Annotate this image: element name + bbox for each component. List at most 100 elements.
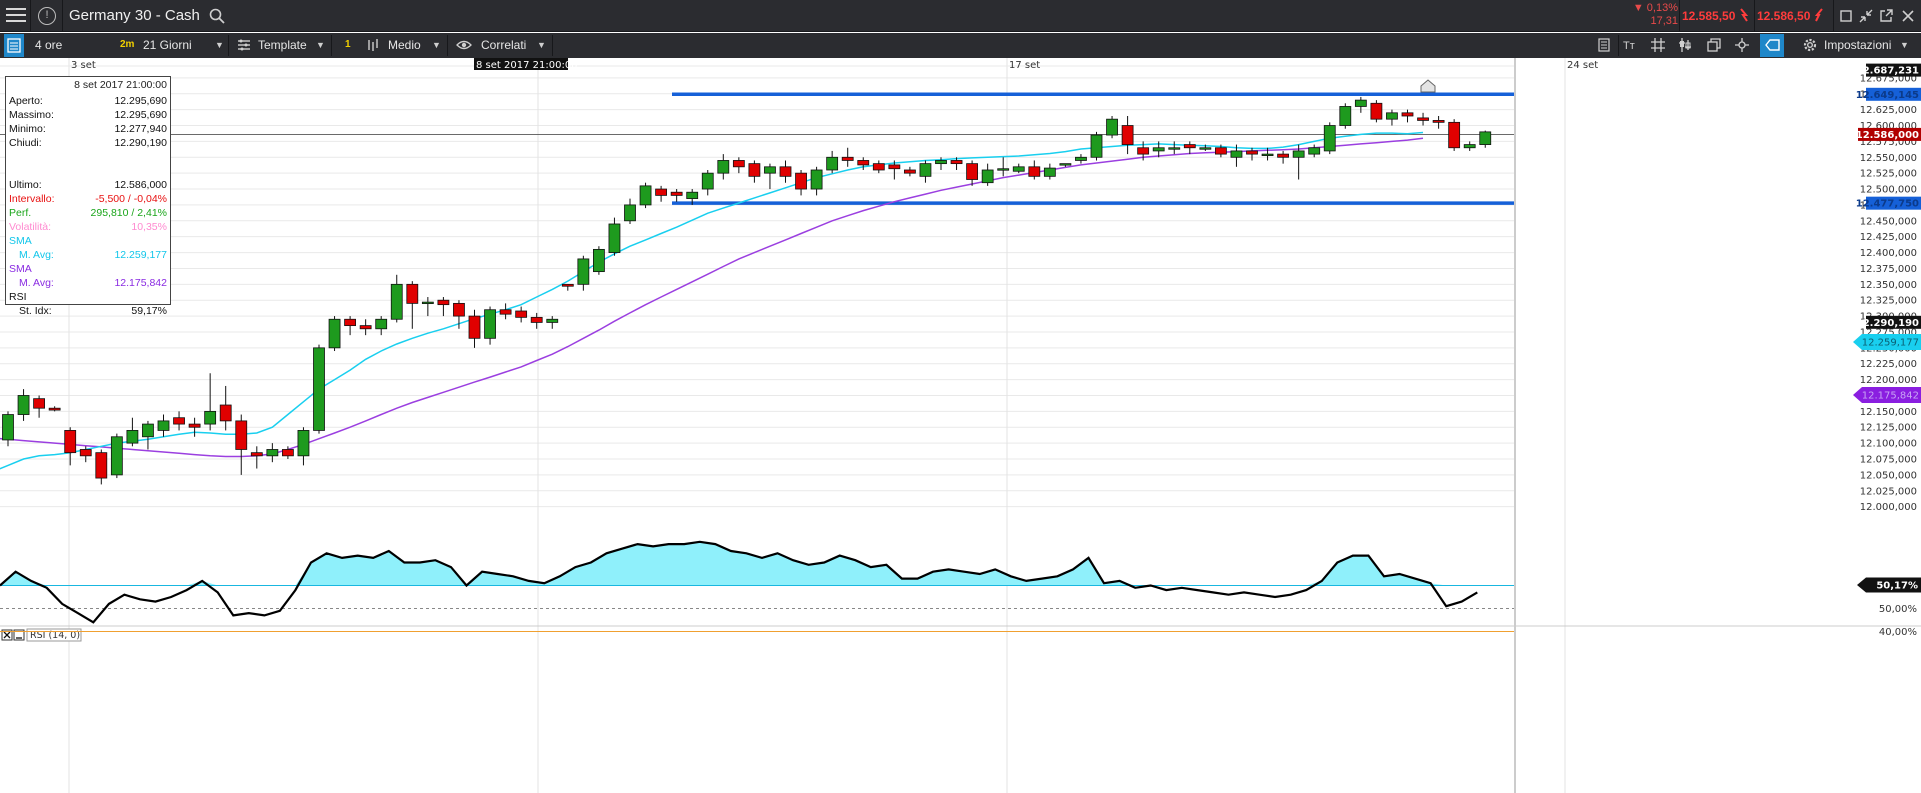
candle-body [188,423,201,428]
data-window[interactable]: 8 set 2017 21:00:00 Aperto: 12.295,690 Mas… [5,76,171,317]
timeframe-select[interactable]: 4 ore [35,38,63,52]
candle [1246,147,1258,161]
candle [530,312,543,329]
candle-body [779,166,792,177]
candle-body [608,223,621,253]
data-window-key: St. Idx: [19,305,52,317]
candle [779,160,792,183]
candle [1152,141,1165,158]
data-window-key: M. Avg: [19,277,54,289]
instrument-title[interactable]: Germany 30 - Cash [69,7,200,24]
gear-icon[interactable] [1802,37,1818,53]
price-tick-label: 12.525,000 [1860,169,1917,180]
minimize-icon[interactable] [1838,8,1854,24]
date-label: 24 set [1567,60,1598,71]
layers-icon[interactable] [1706,37,1722,53]
price-badge-top: 12.687,231 [1856,66,1919,77]
range-select[interactable]: 21 Giorni [143,38,192,52]
drawing-tool-button[interactable] [1760,34,1784,57]
medio-button[interactable]: Medio [388,38,421,52]
price-badge-support: 12.477,750 [1856,199,1919,210]
buy-price-button[interactable]: 12.586,50 [1754,0,1832,32]
sma-slow-line [0,137,1424,458]
candle [624,198,636,224]
candle-body [748,163,761,177]
hamburger-menu-icon[interactable] [6,8,26,24]
chevron-down-icon[interactable]: ▼ [316,40,325,50]
candle-body [764,166,776,174]
candle [484,306,496,345]
candle [1354,96,1367,113]
data-window-row: M. Avg: 12.175,842 [9,277,167,290]
pop-out-icon[interactable] [1878,8,1894,24]
candle [1043,163,1056,180]
candle [266,443,279,463]
candle [188,417,201,437]
candle [1090,131,1103,161]
chart-menu-button[interactable] [4,34,24,57]
candle [390,274,403,323]
candle-body [841,156,854,161]
settings-button[interactable]: Impostazioni [1824,38,1892,52]
info-icon[interactable]: ! [38,7,56,25]
candle-body [997,168,1010,171]
horizontal-levels[interactable] [0,79,1514,205]
chevron-down-icon[interactable]: ▼ [1900,40,1909,50]
candle [888,160,901,180]
price-badge-resistance-bg [1866,87,1921,101]
price-chart[interactable]: 3 set 8 set 2017 21:00:00 17 set 24 set 12.… [0,58,1921,793]
candle-body [1012,166,1025,172]
candle [841,147,854,167]
price-tick-label: 12.375,000 [1860,264,1917,275]
list-icon[interactable] [1596,37,1612,53]
candles-icon[interactable] [1678,37,1694,53]
buy-price: 12.586,50 [1757,9,1811,23]
chevron-down-icon[interactable]: ▼ [537,40,546,50]
sell-price-button[interactable]: 12.585,50 [1679,0,1754,32]
close-icon[interactable] [1900,8,1916,24]
divider [1679,0,1680,32]
price-change: ▼ 0,13% 17,31 [1618,2,1678,28]
candle [250,446,263,469]
candle [577,255,590,291]
data-window-row: SMA [9,263,167,276]
candle-body [1386,112,1398,120]
chevron-down-icon[interactable]: ▼ [215,40,224,50]
data-window-value: 12.277,940 [114,123,167,135]
price-tick-label: 12.400,000 [1860,248,1917,259]
candle [157,414,170,437]
candle [173,411,185,431]
candle-body [1106,118,1118,136]
candle [437,297,450,317]
candle-body [110,436,123,476]
chevron-down-icon[interactable]: ▼ [432,40,441,50]
crosshair-icon[interactable] [1734,37,1750,53]
candle-body [95,452,108,479]
text-size-icon[interactable]: Tт [1622,37,1638,53]
rsi-tick-label: 50,00% [1879,604,1917,615]
collapse-icon[interactable] [1858,8,1874,24]
candle [1028,160,1041,180]
candle [1215,144,1227,158]
candle [515,306,528,323]
price-tick-label: 12.100,000 [1860,439,1917,450]
moving-averages [0,131,1424,470]
grid-icon[interactable] [1650,37,1666,53]
candle [1292,144,1305,180]
candle [857,157,870,170]
candle [79,446,92,463]
candle [981,163,994,186]
divider [1833,0,1834,32]
template-button[interactable]: Template [258,38,307,52]
candle [235,414,248,475]
candle [717,154,730,180]
candle [1339,103,1352,129]
data-window-row: Chiudi: 12.290,190 [9,137,167,150]
candle-body [655,188,667,196]
candle-body [1215,147,1227,155]
candle [1106,115,1118,139]
search-icon[interactable] [209,8,225,24]
correlati-button[interactable]: Correlati [481,38,527,52]
price-badge-resistance: 12.649,145 [1856,90,1919,101]
candle [826,150,839,174]
